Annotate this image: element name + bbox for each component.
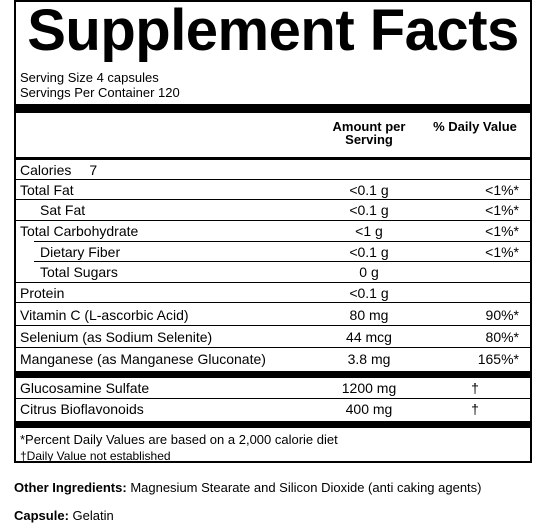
nutrient-row-total-carbohydrate: Total Carbohydrate <1 g <1%* (16, 221, 530, 241)
dagger-mark: † (471, 401, 479, 417)
amount-per-serving-header: Amount per Serving (332, 119, 406, 147)
supplement-facts-panel: Supplement Facts Serving Size 4 capsules… (14, 0, 532, 463)
nutrient-name: Total Carbohydrate (20, 223, 139, 239)
nutrient-amount: 0 g (359, 264, 379, 280)
nutrient-daily-value: 80%* (485, 329, 519, 345)
calories-value: 7 (89, 162, 98, 178)
nutrient-amount: 44 mcg (346, 329, 392, 345)
other-ingredients-label: Other Ingredients: (14, 480, 127, 495)
servings-per-container: Servings Per Container 120 (20, 85, 180, 100)
nutrient-name: Total Fat (20, 182, 74, 198)
header-divider (16, 157, 530, 160)
nutrient-name: Dietary Fiber (40, 244, 121, 260)
panel-title: Supplement Facts (27, 0, 519, 63)
ingredient-row-citrus-bioflavonoids: Citrus Bioflavonoids 400 mg † (16, 399, 530, 421)
nutrient-name: Selenium (as Sodium Selenite) (20, 329, 213, 345)
serving-size: Serving Size 4 capsules (20, 70, 159, 85)
row-divider (16, 282, 530, 283)
nutrient-amount: 3.8 mg (347, 351, 391, 367)
nutrient-row-total-sugars: Total Sugars 0 g (16, 262, 530, 282)
nutrient-amount: <1 g (355, 223, 383, 239)
daily-value-footnote: *Percent Daily Values are based on a 2,0… (20, 432, 338, 447)
nutrient-amount: <0.1 g (349, 244, 389, 260)
nutrient-name: Manganese (as Manganese Gluconate) (20, 351, 266, 367)
nutrient-daily-value: <1%* (485, 202, 519, 218)
nutrient-row-selenium: Selenium (as Sodium Selenite) 44 mcg 80%… (16, 326, 530, 348)
nutrient-daily-value: 165%* (477, 351, 519, 367)
nutrient-amount: <0.1 g (349, 285, 389, 301)
thick-divider (16, 371, 530, 378)
row-divider (16, 220, 530, 221)
ingredient-name: Citrus Bioflavonoids (20, 401, 144, 417)
ingredient-amount: 400 mg (345, 401, 393, 417)
nutrient-row-vitamin-c: Vitamin C (L-ascorbic Acid) 80 mg 90%* (16, 304, 530, 326)
nutrient-name: Vitamin C (L-ascorbic Acid) (20, 307, 189, 323)
calories-label: Calories (20, 162, 72, 178)
thick-divider (16, 421, 530, 428)
nutrient-daily-value: <1%* (485, 223, 519, 239)
daily-value-header: % Daily Value (433, 119, 517, 134)
calories-row: Calories 7 (16, 160, 530, 180)
nutrient-daily-value: <1%* (485, 182, 519, 198)
dagger-mark: † (471, 380, 479, 396)
dv-not-established-footnote: †Daily Value not established (20, 449, 171, 463)
ingredient-row-glucosamine: Glucosamine Sulfate 1200 mg † (16, 378, 530, 399)
nutrient-name: Total Sugars (40, 264, 118, 280)
thick-divider (16, 104, 530, 113)
nutrient-amount: <0.1 g (349, 202, 389, 218)
nutrient-name: Protein (20, 285, 65, 301)
row-divider (34, 261, 530, 262)
nutrient-amount: <0.1 g (349, 182, 389, 198)
capsule-value: Gelatin (72, 508, 114, 523)
nutrient-daily-value: <1%* (485, 244, 519, 260)
other-ingredients-value: Magnesium Stearate and Silicon Dioxide (… (130, 480, 482, 495)
nutrient-name: Sat Fat (40, 202, 86, 218)
nutrient-daily-value: 90%* (485, 307, 519, 323)
nutrient-row-dietary-fiber: Dietary Fiber <0.1 g <1%* (16, 242, 530, 262)
nutrient-row-total-fat: Total Fat <0.1 g <1%* (16, 180, 530, 200)
nutrient-row-protein: Protein <0.1 g (16, 283, 530, 303)
capsule-label: Capsule: (14, 508, 69, 523)
ingredient-amount: 1200 mg (341, 380, 397, 396)
nutrient-amount: 80 mg (349, 307, 389, 323)
nutrient-row-manganese: Manganese (as Manganese Gluconate) 3.8 m… (16, 348, 530, 371)
other-ingredients: Other Ingredients: Magnesium Stearate an… (14, 481, 522, 495)
nutrient-row-sat-fat: Sat Fat <0.1 g <1%* (16, 200, 530, 220)
ingredient-name: Glucosamine Sulfate (20, 380, 150, 396)
row-divider (34, 241, 530, 242)
capsule-info: Capsule: Gelatin (14, 509, 114, 523)
